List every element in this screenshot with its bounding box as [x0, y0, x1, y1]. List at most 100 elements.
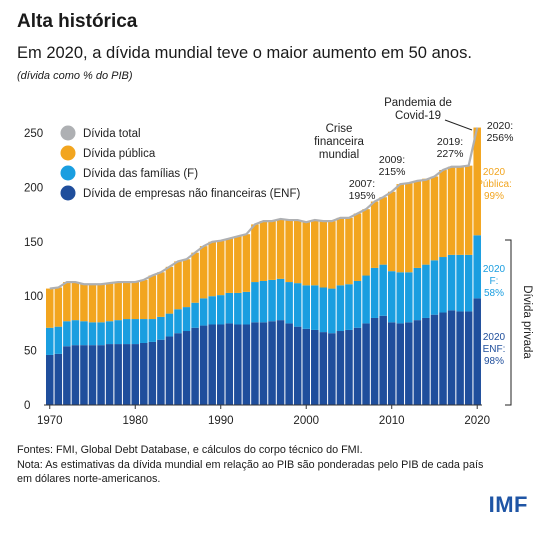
households-2020-label: F: [490, 276, 499, 287]
bar-segment-public [353, 213, 362, 281]
enf-2020-value: 98% [484, 356, 504, 367]
bar-segment-public [97, 284, 105, 323]
footer-notes: Fontes: FMI, Global Debt Database, e cál… [17, 443, 487, 487]
bar-segment-enf [405, 322, 413, 405]
bar-segment-public [148, 275, 157, 320]
bar-segment-public [80, 284, 88, 322]
annotation-pandemic: Covid-19 [395, 110, 441, 122]
x-tick-label: 1990 [208, 415, 234, 427]
annotation-2009-value: 215% [379, 166, 406, 178]
bar-segment-public [336, 217, 345, 286]
x-tick-label: 1970 [37, 415, 63, 427]
bar-segment-public [259, 221, 268, 281]
bar-segment-households [268, 279, 276, 322]
bar-segment-enf [157, 339, 165, 405]
bar-segment-enf [63, 346, 71, 405]
households-2020-value: 58% [484, 288, 504, 299]
bar-segment-enf [216, 324, 225, 405]
bar-segment-enf [370, 317, 379, 405]
bar-segment-public [362, 209, 370, 276]
bar-segment-households [182, 307, 191, 332]
bar-segment-public [268, 221, 276, 280]
bar-segment-public [122, 282, 131, 320]
bar-segment-public [174, 261, 182, 310]
annotation-pandemic: Pandemia de [384, 97, 452, 109]
bar-segment-public [71, 282, 80, 321]
pandemic-pointer [444, 119, 473, 131]
bar-segment-households [234, 292, 242, 325]
legend-swatch [60, 145, 76, 161]
bar-segment-households [88, 322, 97, 346]
bar-segment-enf [165, 336, 174, 405]
bar-segment-public [311, 220, 319, 286]
bar-segment-enf [379, 315, 387, 405]
x-tick-label: 2000 [293, 415, 319, 427]
bar-segment-enf [276, 320, 285, 405]
bar-segment-enf [182, 331, 191, 405]
bar-segment-public [208, 241, 216, 297]
annotation-2020-year: 2020: [487, 120, 513, 132]
bar-segment-households [105, 321, 114, 345]
bar-segment-public [464, 165, 473, 255]
annotation-2019-value: 227% [437, 148, 464, 160]
households-2020-label: 2020 [483, 264, 506, 275]
bar-segment-enf [353, 327, 362, 405]
bar-segment-enf [105, 344, 114, 405]
bar-segment-enf [242, 324, 251, 405]
enf-2020-label: ENF: [483, 344, 506, 355]
bar-segment-households [319, 287, 328, 333]
annotation-2007-year: 2007: [349, 178, 375, 190]
bar-segment-public [276, 218, 285, 279]
bar-segment-enf [464, 311, 473, 405]
bar-segment-enf [88, 345, 97, 405]
bar-segment-households [387, 271, 396, 323]
bar-segment-enf [131, 344, 140, 405]
bar-segment-households [439, 257, 447, 313]
bar-segment-public [191, 252, 199, 303]
sources-text: Fontes: FMI, Global Debt Database, e cál… [17, 444, 363, 456]
bar-segment-public [302, 222, 310, 286]
x-tick-label: 2010 [379, 415, 405, 427]
bar-segment-public [396, 184, 405, 273]
bar-segment-enf [387, 322, 396, 405]
bar-segment-enf [208, 324, 216, 405]
legend-swatch [60, 165, 76, 181]
bar-segment-households [97, 322, 105, 346]
bar-segment-enf [97, 345, 105, 405]
bar-segment-enf [54, 353, 63, 405]
legend-label: Dívida das famílias (F) [83, 168, 198, 180]
legend-label: Dívida de empresas não financeiras (ENF) [83, 188, 300, 200]
annotation-2007-value: 195% [349, 190, 376, 202]
bar-segment-public [199, 246, 208, 299]
bar-segment-households [464, 254, 473, 312]
bar-segment-enf [234, 324, 242, 405]
y-tick-label: 250 [24, 128, 43, 140]
bar-segment-enf [345, 329, 353, 405]
bar-segment-public [473, 127, 481, 236]
bar-segment-households [336, 285, 345, 332]
bar-segment-enf [413, 320, 422, 405]
bar-segment-households [216, 295, 225, 325]
private-debt-bracket [505, 239, 512, 406]
bar-segment-public [456, 166, 464, 255]
public-2020-label: Pública: [476, 179, 512, 190]
bar-segment-enf [439, 312, 447, 405]
bar-segment-public [225, 238, 234, 293]
bar-segment-households [456, 254, 464, 312]
total-debt-line [49, 127, 479, 290]
bar-segment-public [216, 240, 225, 296]
bar-segment-enf [362, 323, 370, 405]
enf-2020-label: 2020 [483, 332, 506, 343]
bar-segment-enf [456, 311, 464, 405]
bar-segment-households [430, 260, 439, 315]
annotation-crisis: mundial [319, 149, 359, 161]
bar-segment-households [46, 327, 54, 355]
bar-segment-households [396, 272, 405, 324]
bar-segment-households [54, 326, 63, 354]
bar-segment-public [439, 169, 447, 258]
bar-segment-public [140, 279, 148, 320]
legend-label: Dívida pública [83, 148, 156, 160]
y-tick-label: 0 [24, 400, 30, 412]
imf-logo: IMF [488, 492, 528, 517]
